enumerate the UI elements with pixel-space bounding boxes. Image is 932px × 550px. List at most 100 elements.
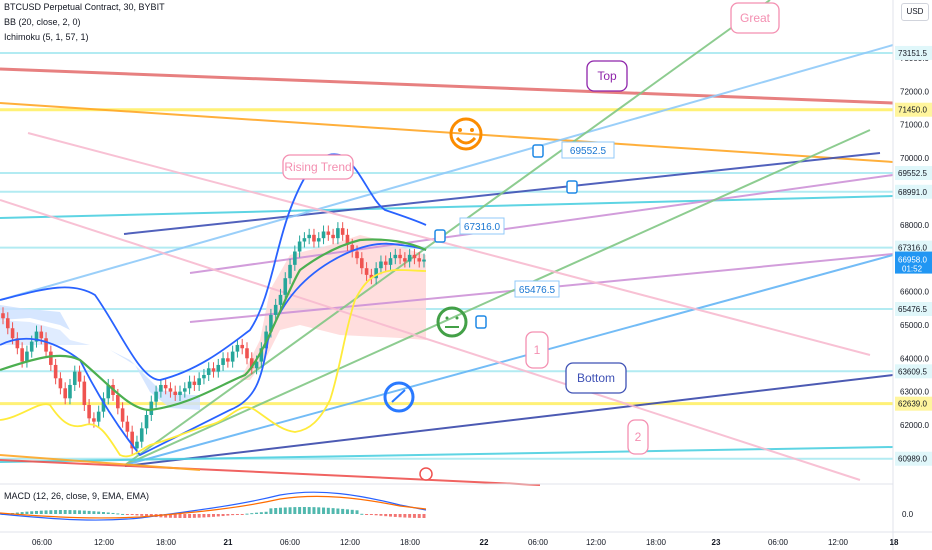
macd-histogram-bar[interactable] [379, 514, 383, 516]
candle-body[interactable] [68, 384, 72, 399]
macd-histogram-bar[interactable] [178, 514, 182, 518]
macd-histogram-bar[interactable] [183, 514, 187, 518]
macd-histogram-bar[interactable] [168, 514, 172, 518]
candle-body[interactable] [249, 358, 254, 369]
candle-body[interactable] [34, 331, 39, 342]
candle-body[interactable] [245, 348, 249, 359]
trend-line[interactable] [0, 459, 541, 486]
macd-histogram-bar[interactable] [322, 507, 326, 514]
trend-line[interactable] [0, 454, 201, 471]
candle-body[interactable] [92, 418, 96, 422]
macd-histogram-bar[interactable] [164, 514, 168, 518]
macd-histogram-bar[interactable] [355, 510, 359, 514]
candle-body[interactable] [72, 371, 77, 385]
candle-body[interactable] [173, 391, 178, 395]
macd-histogram-bar[interactable] [393, 514, 397, 517]
trend-line[interactable] [124, 0, 771, 466]
macd-histogram-bar[interactable] [78, 510, 82, 514]
macd-histogram-bar[interactable] [101, 512, 105, 514]
currency-button[interactable]: USD [901, 3, 929, 21]
macd-histogram-bar[interactable] [15, 512, 19, 514]
candle-body[interactable] [388, 258, 393, 265]
macd-histogram-bar[interactable] [145, 514, 149, 517]
macd-histogram-bar[interactable] [283, 507, 287, 514]
candle-body[interactable] [211, 368, 216, 372]
candle-body[interactable] [288, 264, 292, 279]
candle-body[interactable] [364, 268, 369, 275]
macd-histogram-bar[interactable] [135, 514, 139, 516]
candle-body[interactable] [360, 258, 364, 269]
macd-histogram-bar[interactable] [58, 510, 62, 514]
candle-body[interactable] [312, 234, 316, 242]
macd-histogram-bar[interactable] [250, 513, 254, 515]
candle-body[interactable] [355, 251, 359, 259]
candle-body[interactable] [39, 331, 44, 339]
macd-histogram-bar[interactable] [240, 514, 244, 515]
macd-histogram-bar[interactable] [302, 507, 306, 514]
candle-body[interactable] [369, 274, 374, 279]
candle-body[interactable] [101, 398, 106, 412]
candle-body[interactable] [58, 378, 63, 389]
candle-body[interactable] [178, 391, 182, 395]
candle-body[interactable] [53, 364, 58, 379]
macd-histogram-bar[interactable] [116, 513, 120, 515]
candle-body[interactable] [149, 401, 154, 415]
macd-histogram-bar[interactable] [140, 514, 144, 516]
candle-body[interactable] [307, 234, 311, 239]
macd-histogram-bar[interactable] [369, 514, 373, 515]
candle-body[interactable] [316, 238, 321, 242]
macd-histogram-bar[interactable] [398, 514, 402, 518]
macd-histogram-bar[interactable] [30, 511, 34, 514]
candle-body[interactable] [63, 388, 67, 399]
macd-histogram-bar[interactable] [259, 512, 263, 514]
macd-legend[interactable]: MACD (12, 26, close, 9, EMA, EMA) [4, 491, 150, 501]
candle-body[interactable] [163, 384, 168, 389]
macd-histogram-bar[interactable] [336, 508, 340, 514]
macd-signal-line[interactable] [0, 495, 427, 519]
bollinger-upper[interactable] [0, 153, 427, 381]
macd-histogram-bar[interactable] [173, 514, 177, 518]
macd-histogram-bar[interactable] [288, 507, 292, 514]
candle-body[interactable] [297, 241, 302, 252]
macd-histogram-bar[interactable] [255, 512, 259, 514]
macd-histogram-bar[interactable] [192, 514, 196, 518]
macd-histogram-bar[interactable] [25, 511, 29, 514]
annotation-two-bubble[interactable] [627, 419, 649, 455]
macd-histogram-bar[interactable] [212, 514, 215, 517]
candle-body[interactable] [393, 254, 398, 259]
trend-line[interactable] [0, 199, 861, 481]
macd-histogram-bar[interactable] [207, 514, 211, 518]
macd-histogram-bar[interactable] [235, 514, 239, 515]
trend-line[interactable] [0, 446, 894, 463]
macd-histogram-bar[interactable] [121, 513, 125, 515]
trend-line[interactable] [27, 132, 871, 356]
trend-line[interactable] [124, 254, 894, 466]
trend-line[interactable] [189, 174, 894, 274]
macd-histogram-bar[interactable] [403, 514, 407, 518]
candle-body[interactable] [144, 414, 149, 429]
candle-body[interactable] [336, 228, 340, 239]
candle-body[interactable] [192, 381, 197, 385]
macd-histogram-bar[interactable] [97, 511, 101, 514]
candle-body[interactable] [383, 261, 388, 265]
candle-body[interactable] [293, 251, 297, 265]
macd-histogram-bar[interactable] [111, 512, 115, 514]
annotation-price-69552-box[interactable] [561, 141, 615, 159]
pointing-hand-icon[interactable] [434, 229, 446, 243]
candle-body[interactable] [331, 234, 335, 239]
candle-body[interactable] [44, 338, 48, 352]
bb-legend[interactable]: BB (20, close, 2, 0) [4, 17, 81, 27]
macd-histogram-bar[interactable] [73, 510, 77, 514]
macd-histogram-bar[interactable] [341, 508, 345, 514]
ichimoku-lagging-span[interactable] [0, 269, 427, 458]
candle-body[interactable] [135, 441, 139, 449]
macd-histogram-bar[interactable] [82, 510, 86, 514]
candle-body[interactable] [269, 314, 273, 332]
macd-histogram-bar[interactable] [293, 507, 297, 514]
annotation-one-bubble[interactable] [525, 331, 549, 369]
macd-histogram-bar[interactable] [360, 513, 364, 515]
macd-histogram-bar[interactable] [298, 507, 302, 514]
candle-body[interactable] [422, 259, 426, 262]
macd-histogram-bar[interactable] [68, 510, 72, 514]
candle-body[interactable] [221, 358, 225, 365]
